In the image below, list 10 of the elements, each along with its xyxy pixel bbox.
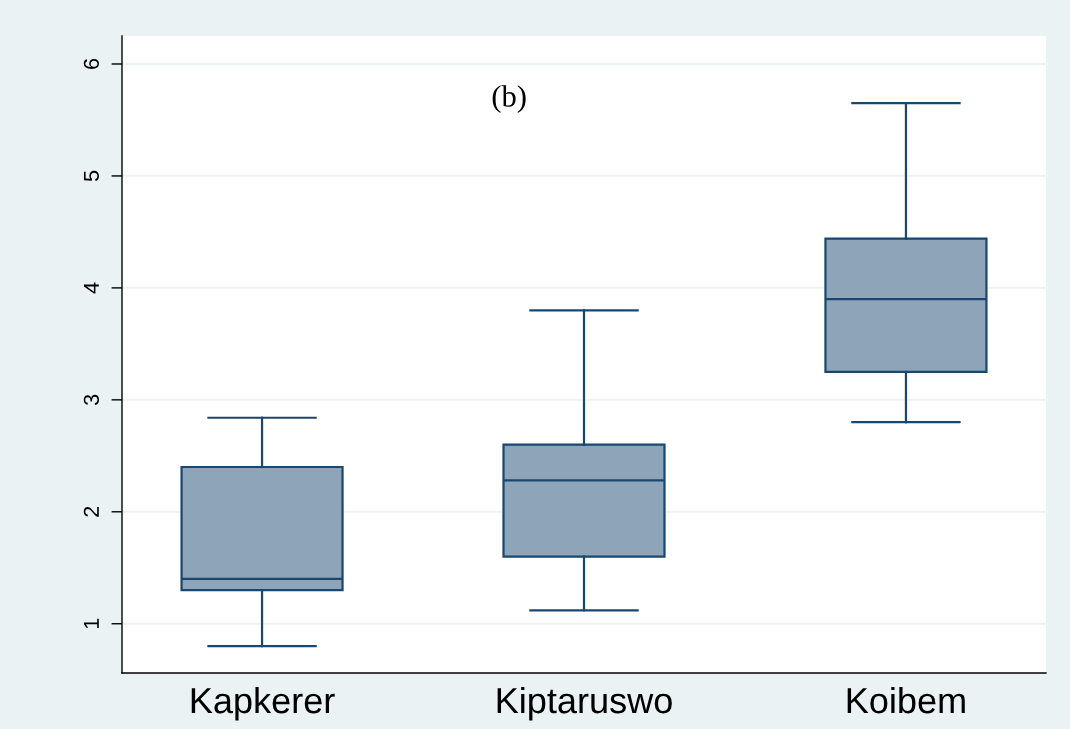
y-tick-label: 3 bbox=[83, 394, 99, 406]
y-tick-label: 6 bbox=[83, 58, 99, 69]
x-tick-label: Kapkerer bbox=[191, 686, 335, 721]
y-tick-label: 4 bbox=[83, 282, 99, 294]
annotation: (b) bbox=[492, 85, 526, 113]
y-tick-label: 5 bbox=[83, 170, 99, 182]
y-tick-label: 1 bbox=[83, 618, 99, 629]
x-tick-label: Kiptaruswo bbox=[497, 686, 672, 721]
x-tick-label: Koibem bbox=[847, 686, 965, 714]
y-tick-label: 2 bbox=[83, 506, 99, 517]
